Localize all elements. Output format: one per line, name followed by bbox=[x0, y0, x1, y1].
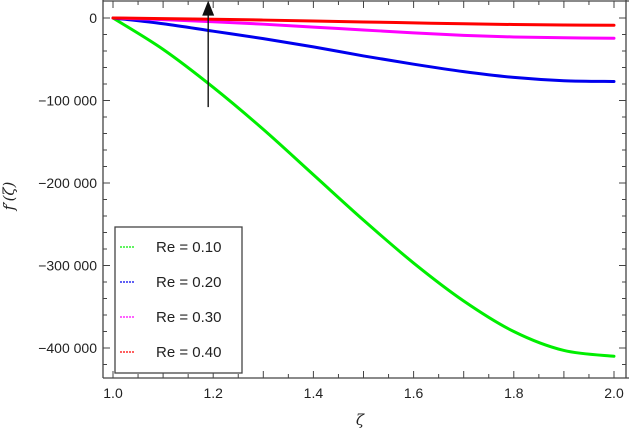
y-tick-label: −400 000 bbox=[38, 340, 97, 356]
legend: Re = 0.10 Re = 0.20 Re = 0.30 Re = 0.40 bbox=[114, 226, 243, 374]
y-tick-label: −100 000 bbox=[38, 93, 97, 109]
y-axis-title: f′(ζ) bbox=[0, 181, 18, 211]
x-tick-label: 1.4 bbox=[304, 385, 324, 401]
legend-label: Re = 0.40 bbox=[156, 344, 221, 361]
legend-label: Re = 0.10 bbox=[156, 239, 221, 256]
legend-label: Re = 0.30 bbox=[156, 309, 221, 326]
y-axis-ticks: 0 −100 000 −200 000 −300 000 −400 000 bbox=[38, 10, 626, 365]
x-axis-title: ζ bbox=[356, 411, 365, 429]
curve-re-3 bbox=[111, 16, 616, 40]
curve-re-4 bbox=[111, 16, 616, 27]
curve-re-1 bbox=[111, 16, 616, 358]
arrow-head-icon bbox=[202, 0, 215, 16]
x-tick-label: 2.0 bbox=[604, 385, 624, 401]
y-tick-label: −300 000 bbox=[38, 258, 97, 274]
y-tick-label: 0 bbox=[89, 10, 97, 26]
increasing-re-arrow-icon bbox=[202, 0, 215, 108]
legend-label: Re = 0.20 bbox=[156, 274, 221, 291]
data-curves bbox=[111, 16, 616, 358]
x-tick-label: 1.2 bbox=[203, 385, 223, 401]
curve-re-2 bbox=[111, 16, 616, 84]
x-tick-label: 1.6 bbox=[404, 385, 424, 401]
legend-box bbox=[114, 226, 243, 374]
x-tick-label: 1.8 bbox=[504, 385, 524, 401]
x-axis-ticks: 1.0 1.2 1.4 1.6 1.8 2.0 bbox=[103, 1, 624, 401]
x-tick-label: 1.0 bbox=[103, 385, 123, 401]
y-tick-label: −200 000 bbox=[38, 175, 97, 191]
